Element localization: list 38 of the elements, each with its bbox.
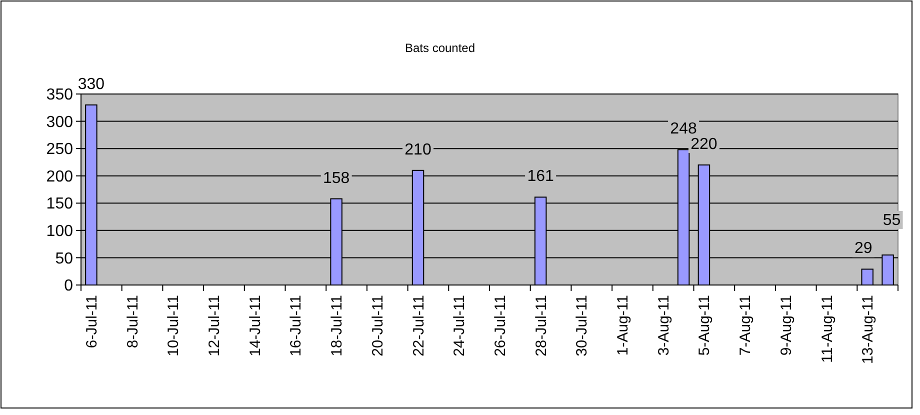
bar — [861, 268, 874, 286]
x-tick-label: 11-Aug-11 — [818, 295, 836, 363]
x-tick-label: 18-Jul-11 — [328, 295, 346, 356]
data-label: 330 — [78, 76, 105, 93]
x-tick-label: 3-Aug-11 — [655, 295, 672, 356]
y-tick-label: 100 — [46, 223, 74, 240]
y-tick-label: 50 — [55, 250, 74, 268]
x-tick-label: 24-Jul-11 — [451, 295, 468, 356]
x-tick-label: 9-Aug-11 — [778, 295, 795, 356]
x-tick-label: 30-Jul-11 — [574, 295, 591, 356]
data-label: 29 — [854, 240, 872, 258]
x-tick-label: 10-Jul-11 — [165, 295, 182, 356]
y-tick-label: 200 — [46, 168, 74, 186]
data-label: 248 — [670, 120, 697, 138]
data-label: 55 — [882, 212, 901, 229]
y-tick-label: 150 — [46, 196, 74, 213]
x-tick-label: 5-Aug-11 — [696, 295, 714, 356]
y-tick-label: 0 — [64, 278, 74, 295]
data-label: 220 — [690, 136, 718, 153]
y-tick-label: 250 — [46, 141, 74, 158]
x-tick-label: 1-Aug-11 — [614, 295, 632, 356]
x-tick-label: 12-Jul-11 — [206, 295, 224, 356]
x-tick-label: 20-Jul-11 — [369, 295, 386, 356]
x-tick-label: 6-Jul-11 — [83, 295, 100, 348]
y-tick-label: 300 — [46, 114, 74, 131]
data-label: 158 — [322, 170, 350, 187]
x-tick-label: 22-Jul-11 — [410, 295, 428, 356]
data-label: 161 — [527, 168, 554, 186]
data-label: 210 — [404, 141, 432, 158]
y-tick-label: 350 — [46, 86, 74, 104]
x-tick-label: 28-Jul-11 — [532, 295, 550, 356]
x-tick-label: 13-Aug-11 — [860, 295, 877, 364]
x-tick-label: 14-Jul-11 — [246, 295, 264, 356]
x-tick-label: 16-Jul-11 — [288, 295, 305, 356]
chart-title: Bats counted — [404, 41, 476, 55]
x-tick-label: 26-Jul-11 — [492, 295, 509, 356]
x-tick-label: 8-Jul-11 — [124, 295, 142, 348]
x-tick-label: 7-Aug-11 — [737, 295, 754, 356]
